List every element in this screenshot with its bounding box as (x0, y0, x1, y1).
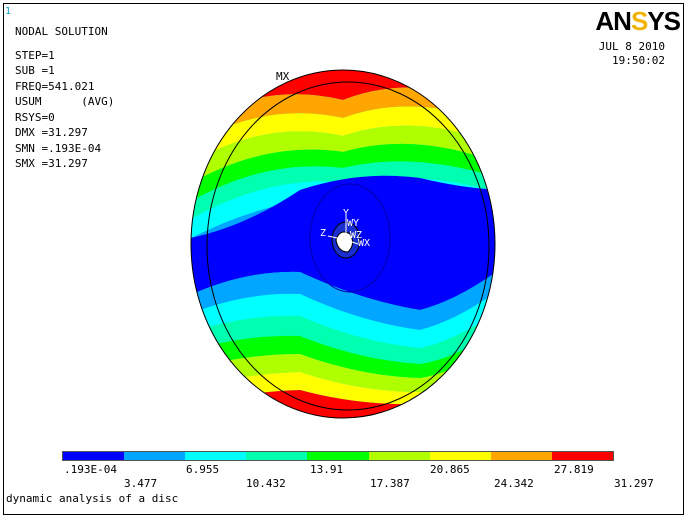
disc-outer-rim (190, 69, 496, 419)
legend-tick-label: .193E-04 (64, 463, 117, 476)
legend-swatch (124, 452, 186, 460)
logo-text-accent: S (630, 6, 648, 36)
legend-tick-label: 17.387 (370, 477, 410, 490)
logo-text-tail: YS (647, 6, 681, 36)
hub-ring (309, 183, 391, 293)
date-label: JUL 8 2010 (598, 40, 665, 53)
legend-swatch (490, 452, 552, 460)
info-smx: SMX =31.297 (15, 157, 88, 170)
graphics-window-frame (3, 3, 684, 515)
info-freq: FREQ=541.021 (15, 79, 95, 93)
window-number: 1 (5, 6, 12, 17)
info-smn: SMN =.193E-04 (15, 141, 102, 155)
max-marker-label: MX (276, 70, 290, 83)
solution-title: NODAL SOLUTION (15, 25, 108, 38)
axis-wx-label: WX (358, 238, 370, 249)
legend-swatch (63, 452, 125, 460)
legend-swatch (246, 452, 308, 460)
legend-tick-label: 13.91 (310, 463, 344, 476)
legend-swatch (429, 452, 491, 460)
legend-tick-label: 24.342 (494, 477, 534, 490)
legend-tick-label: 10.432 (246, 477, 286, 490)
legend-swatch (551, 452, 613, 460)
info-usum: USUM (AVG) (15, 95, 115, 108)
contour-legend-bar (62, 451, 614, 461)
legend-tick-label: 31.297 (614, 477, 654, 490)
legend-tick-label: 3.477 (124, 477, 158, 490)
ansys-logo: ANSYS (595, 6, 681, 37)
legend-swatch (368, 452, 430, 460)
legend-tick-label: 6.955 (186, 463, 220, 476)
axis-wz-label: WZ (350, 230, 362, 241)
plot-caption: dynamic analysis of a disc (6, 492, 179, 505)
legend-swatch (307, 452, 369, 460)
disc-inner-rim (206, 81, 490, 411)
legend-swatch (185, 452, 247, 460)
legend-tick-label: 27.819 (554, 463, 594, 476)
axis-triad (327, 216, 359, 245)
info-sub: SUB =1 (15, 64, 55, 77)
info-rsys: RSYS=0 (15, 110, 55, 124)
legend-tick-label: 20.865 (430, 463, 470, 476)
info-dmx: DMX =31.297 (15, 126, 88, 139)
axis-wy-label: WY (347, 218, 359, 229)
logo-text-main: AN (595, 6, 632, 36)
axis-y-label: Y (343, 208, 349, 219)
hub-hole (335, 231, 354, 253)
solution-info-block: NODAL SOLUTION STEP=1 SUB =1 FREQ=541.02… (15, 24, 114, 172)
info-step: STEP=1 (15, 48, 55, 62)
timestamp: JUL 8 2010 19:50:02 (599, 40, 665, 68)
axis-z-label: Z (320, 228, 326, 239)
time-label: 19:50:02 (612, 54, 665, 67)
